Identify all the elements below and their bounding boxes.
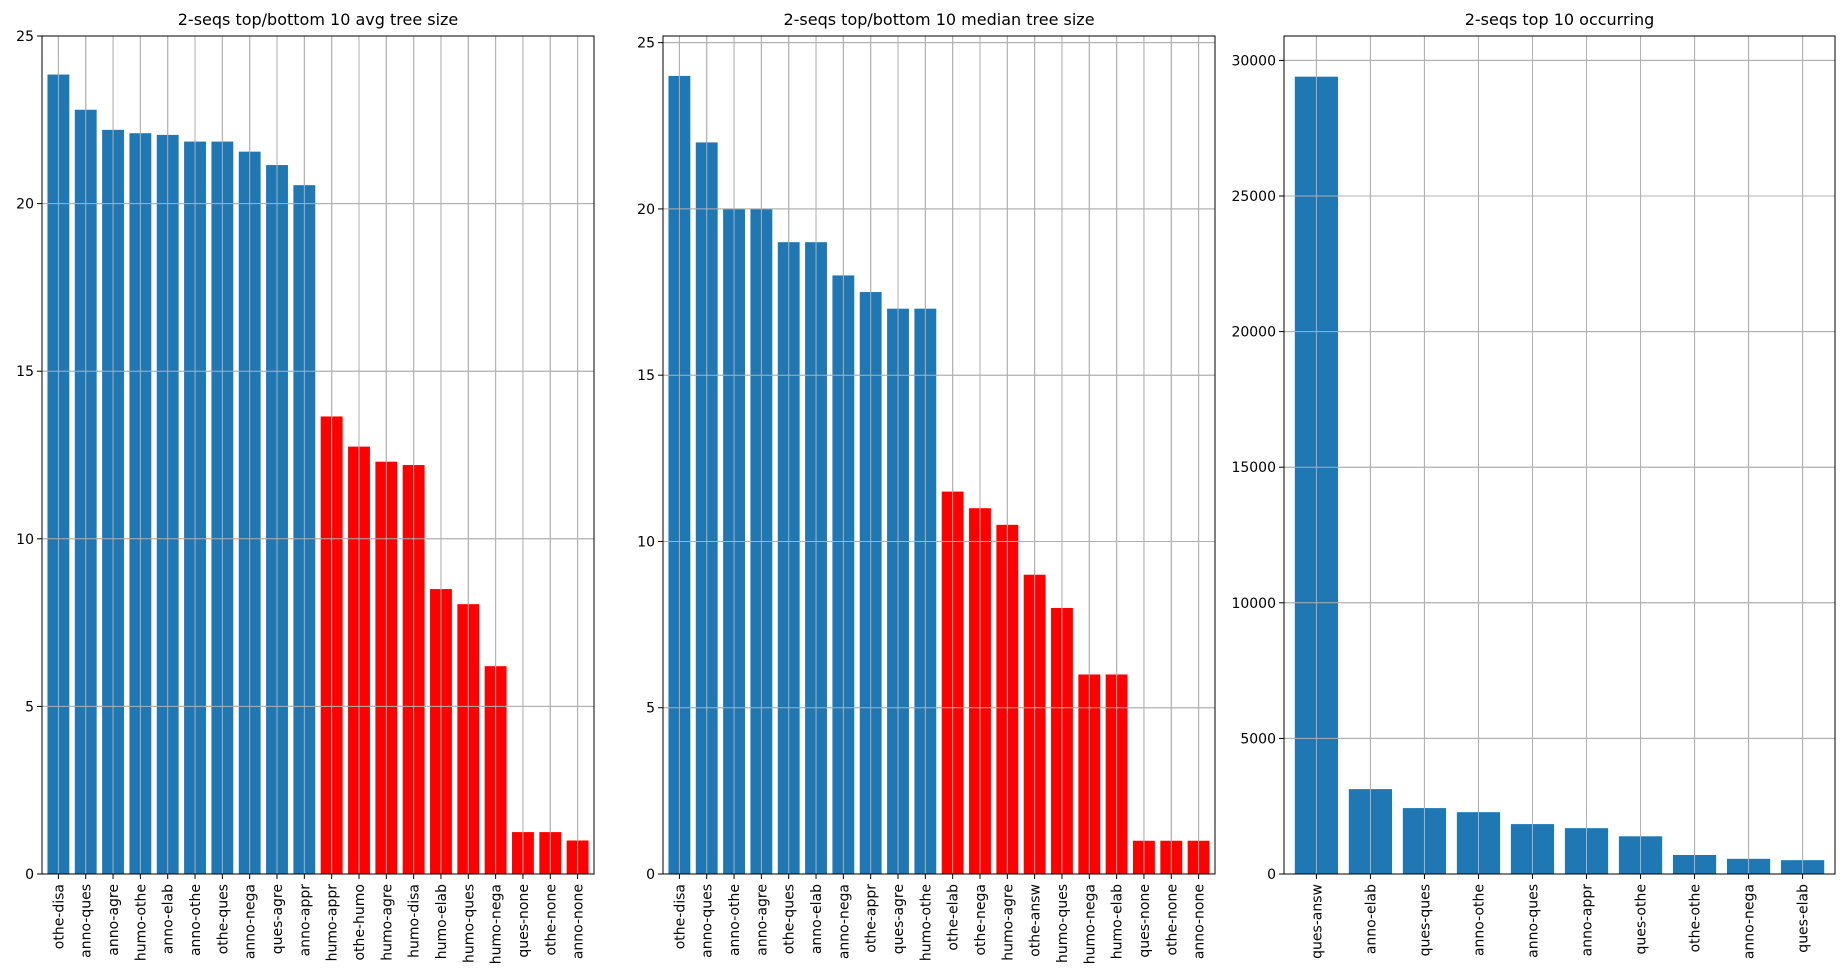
- y-tick-label: 25: [16, 29, 34, 45]
- x-tick-label: ques-none: [1137, 884, 1153, 958]
- x-tick-label: anno-agre: [754, 884, 770, 956]
- x-tick-label: anno-ques: [700, 884, 716, 958]
- y-tick-label: 5: [646, 701, 655, 717]
- y-tick-label: 10000: [1231, 596, 1276, 612]
- x-tick-label: othe-appr: [864, 884, 880, 953]
- x-tick-label: othe-ques: [215, 884, 231, 954]
- x-tick-label: anno-ques: [79, 884, 95, 958]
- y-tick-label: 15000: [1231, 460, 1276, 476]
- x-tick-label: ques-ques: [1417, 884, 1433, 956]
- y-tick-label: 15: [16, 364, 34, 380]
- x-tick-label: anno-ques: [1525, 884, 1541, 958]
- y-tick-label: 25: [637, 36, 655, 52]
- chart-panel-median-tree-size: 0 5 10 15 20 25 othe-disa anno-ques anno-othe ann…: [637, 10, 1216, 964]
- x-tick-label: othe-none: [543, 884, 559, 956]
- x-tick-label: ques-elab: [1796, 884, 1812, 953]
- x-tick-label: anno-othe: [1471, 884, 1487, 956]
- plot-frame: [41, 35, 595, 875]
- x-tick-label: humo-appr: [325, 884, 341, 962]
- x-tick-label: othe-answ: [1028, 884, 1044, 957]
- x-tick-label: othe-disa: [672, 884, 688, 949]
- x-tick-label: othe-humo: [352, 884, 368, 961]
- chart-title: 2-seqs top/bottom 10 median tree size: [783, 10, 1094, 29]
- x-tick-label: humo-agre: [1000, 884, 1016, 961]
- y-tick-label: 0: [25, 867, 34, 883]
- x-tick-label: anno-elab: [161, 884, 177, 954]
- x-tick-label: humo-ques: [461, 884, 477, 963]
- x-tick-label: anno-nega: [243, 884, 259, 959]
- y-tick-label: 20: [637, 202, 655, 218]
- x-tick-label: ques-othe: [1634, 884, 1650, 955]
- x-tick-label: othe-nega: [973, 884, 989, 956]
- x-tick-label: anno-agre: [106, 884, 122, 956]
- y-tick-label: 10: [637, 534, 655, 550]
- x-tick-label: anno-none: [571, 884, 587, 959]
- y-tick-label: 0: [646, 867, 655, 883]
- x-tick-label: humo-elab: [1110, 884, 1126, 959]
- x-tick-label: humo-nega: [1082, 884, 1098, 964]
- x-tick-label: humo-disa: [407, 884, 423, 958]
- x-tick-label: ques-none: [516, 884, 532, 958]
- plot-frame: [1283, 35, 1836, 875]
- x-tick-label: othe-othe: [1688, 884, 1704, 952]
- x-tick-label: humo-othe: [133, 884, 149, 961]
- chart-title: 2-seqs top/bottom 10 avg tree size: [178, 10, 459, 29]
- y-tick-label: 5000: [1240, 731, 1276, 747]
- x-tick-label: humo-ques: [1055, 884, 1071, 963]
- x-tick-label: humo-agre: [379, 884, 395, 961]
- x-tick-label: anno-none: [1192, 884, 1208, 959]
- x-tick-label: ques-answ: [1309, 884, 1325, 959]
- y-tick-label: 30000: [1231, 53, 1276, 69]
- y-tick-label: 20: [16, 197, 34, 213]
- x-tick-label: anno-nega: [836, 884, 852, 959]
- x-tick-label: anno-appr: [1580, 884, 1596, 957]
- plot-frame: [662, 35, 1216, 875]
- x-tick-label: anno-elab: [809, 884, 825, 954]
- x-tick-label: humo-elab: [434, 884, 450, 959]
- x-tick-label: anno-appr: [297, 884, 313, 957]
- x-tick-label: ques-agre: [270, 884, 286, 954]
- x-tick-label: othe-ques: [782, 884, 798, 954]
- y-tick-label: 15: [637, 368, 655, 384]
- chart-panel-avg-tree-size: 0 5 10 15 20 25 othe-disa anno-ques anno-agre hum…: [16, 10, 595, 964]
- y-tick-label: 0: [1267, 867, 1276, 883]
- x-tick-label: anno-othe: [188, 884, 204, 956]
- x-tick-label: humo-nega: [489, 884, 505, 964]
- x-tick-label: anno-nega: [1742, 884, 1758, 959]
- chart-title: 2-seqs top 10 occurring: [1465, 10, 1655, 29]
- x-tick-label: anno-elab: [1363, 884, 1379, 954]
- x-tick-label: humo-othe: [918, 884, 934, 961]
- y-tick-label: 10: [16, 532, 34, 548]
- x-tick-label: othe-none: [1164, 884, 1180, 956]
- y-tick-label: 25000: [1231, 189, 1276, 205]
- x-tick-label: ques-agre: [891, 884, 907, 954]
- chart-panel-top-occurring: 0 5000 10000 15000 20000 25000 30000 ques-answ a…: [1231, 10, 1836, 959]
- y-tick-label: 5: [25, 699, 34, 715]
- x-tick-label: othe-elab: [946, 884, 962, 951]
- x-tick-label: anno-othe: [727, 884, 743, 956]
- y-tick-label: 20000: [1231, 325, 1276, 341]
- x-tick-label: othe-disa: [51, 884, 67, 949]
